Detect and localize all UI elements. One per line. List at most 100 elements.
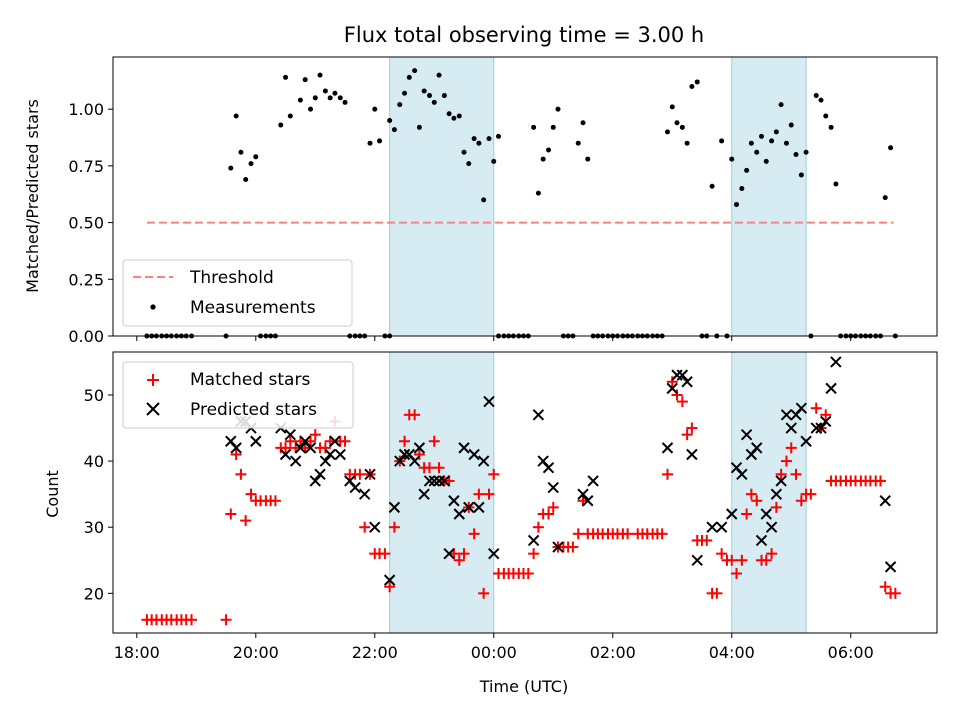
measurement-point bbox=[491, 158, 497, 164]
matched-stars-point bbox=[413, 448, 425, 460]
predicted-stars-point bbox=[681, 376, 693, 388]
matched-stars-point bbox=[766, 548, 778, 560]
ytick-label: 0.00 bbox=[68, 327, 104, 346]
matched-stars-point bbox=[424, 462, 436, 474]
matched-stars-point bbox=[399, 435, 411, 447]
ytick-label: 0.25 bbox=[68, 270, 104, 289]
predicted-stars-point bbox=[542, 461, 555, 474]
matched-stars-point bbox=[225, 508, 237, 520]
matched-stars-point bbox=[433, 462, 445, 474]
top-ylabel: Matched/Predicted stars bbox=[23, 99, 42, 293]
measurement-point bbox=[377, 138, 383, 144]
measurement-point bbox=[694, 79, 700, 85]
predicted-stars-point bbox=[775, 475, 787, 487]
measurement-point bbox=[684, 140, 690, 146]
predicted-stars-point bbox=[547, 481, 559, 494]
xtick-label: 18:00 bbox=[114, 643, 160, 662]
measurement-point bbox=[287, 113, 293, 119]
measurement-point bbox=[888, 145, 894, 151]
matched-stars-point bbox=[775, 468, 787, 480]
measurement-point bbox=[828, 124, 834, 130]
matched-stars-point bbox=[785, 442, 797, 454]
xtick-label: 06:00 bbox=[828, 643, 874, 662]
predicted-stars-point bbox=[671, 369, 683, 381]
matched-stars-point bbox=[671, 389, 683, 401]
measurement-point bbox=[744, 167, 750, 173]
measurement-point bbox=[481, 197, 487, 203]
matched-stars-point bbox=[795, 495, 807, 507]
predicted-stars-point bbox=[438, 475, 451, 487]
matched-stars-point bbox=[319, 442, 331, 454]
predicted-stars-point bbox=[477, 455, 490, 467]
predicted-stars-point bbox=[428, 475, 440, 487]
predicted-stars-point bbox=[314, 468, 326, 481]
measurement-point bbox=[436, 72, 442, 78]
predicted-stars-point bbox=[463, 501, 475, 514]
matched-stars-point bbox=[309, 429, 321, 441]
measurement-point bbox=[769, 138, 775, 144]
measurement-point bbox=[446, 111, 452, 117]
predicted-stars-point bbox=[879, 495, 891, 507]
measurement-point bbox=[253, 154, 259, 160]
matched-stars-point bbox=[220, 614, 232, 626]
measurement-point bbox=[327, 95, 333, 101]
measurement-point bbox=[233, 113, 239, 119]
matched-stars-point bbox=[567, 541, 579, 553]
matched-stars-point bbox=[726, 554, 738, 566]
predicted-stars-point bbox=[458, 442, 470, 454]
predicted-stars-point bbox=[820, 415, 832, 428]
measurement-point bbox=[689, 83, 695, 89]
measurement-point bbox=[441, 93, 447, 99]
predicted-stars-point bbox=[319, 455, 332, 467]
predicted-stars-point bbox=[304, 442, 317, 454]
measurement-point bbox=[427, 93, 433, 99]
measurement-point bbox=[546, 147, 552, 153]
predicted-stars-point bbox=[706, 521, 718, 533]
predicted-stars-point bbox=[443, 547, 455, 560]
bottom-ylabel: Count bbox=[43, 470, 62, 518]
measurement-point bbox=[664, 129, 670, 135]
legend-matched-label: Matched stars bbox=[190, 370, 310, 390]
matched-stars-point bbox=[532, 521, 544, 533]
matched-stars-point bbox=[751, 495, 763, 507]
measurement-point bbox=[882, 195, 888, 201]
measurement-point bbox=[421, 88, 427, 94]
matched-stars-point bbox=[656, 528, 668, 540]
predicted-stars-point bbox=[230, 442, 242, 454]
predicted-stars-point bbox=[691, 554, 703, 566]
measurement-point bbox=[788, 122, 794, 128]
predicted-stars-point bbox=[394, 455, 406, 467]
matched-stars-point bbox=[388, 521, 400, 533]
series-predicted-stars bbox=[225, 356, 897, 586]
measurement-point bbox=[823, 113, 829, 119]
predicted-stars-point bbox=[755, 534, 768, 547]
matched-stars-point bbox=[468, 528, 480, 540]
predicted-stars-point bbox=[324, 448, 336, 461]
bottom-panel: Count Time (UTC) 20 30 40 50 18:00 20:00 22:00… bbox=[43, 351, 938, 696]
measurement-point bbox=[248, 161, 254, 167]
measurement-point bbox=[803, 149, 809, 155]
xtick-label: 02:00 bbox=[590, 643, 636, 662]
predicted-stars-point bbox=[770, 488, 783, 500]
predicted-stars-point bbox=[468, 448, 480, 461]
measurement-point bbox=[342, 99, 348, 105]
matched-stars-point bbox=[488, 468, 500, 480]
predicted-stars-point bbox=[329, 435, 341, 447]
predicted-stars-point bbox=[686, 448, 698, 461]
predicted-stars-point bbox=[334, 448, 346, 461]
matched-stars-point bbox=[543, 508, 555, 520]
measurement-point bbox=[773, 129, 779, 135]
predicted-stars-point bbox=[587, 475, 599, 487]
matched-stars-point bbox=[701, 534, 713, 546]
measurement-point bbox=[397, 102, 403, 108]
measurement-point bbox=[550, 124, 556, 130]
measurement-point bbox=[540, 156, 546, 162]
measurement-point bbox=[243, 176, 249, 182]
predicted-stars-point bbox=[388, 501, 401, 514]
ytick-label: 30 bbox=[84, 518, 104, 537]
chart-title: Flux total observing time = 3.00 h bbox=[344, 23, 704, 47]
predicted-stars-point bbox=[676, 369, 689, 381]
measurement-point bbox=[431, 99, 437, 105]
measurement-point bbox=[402, 90, 408, 96]
